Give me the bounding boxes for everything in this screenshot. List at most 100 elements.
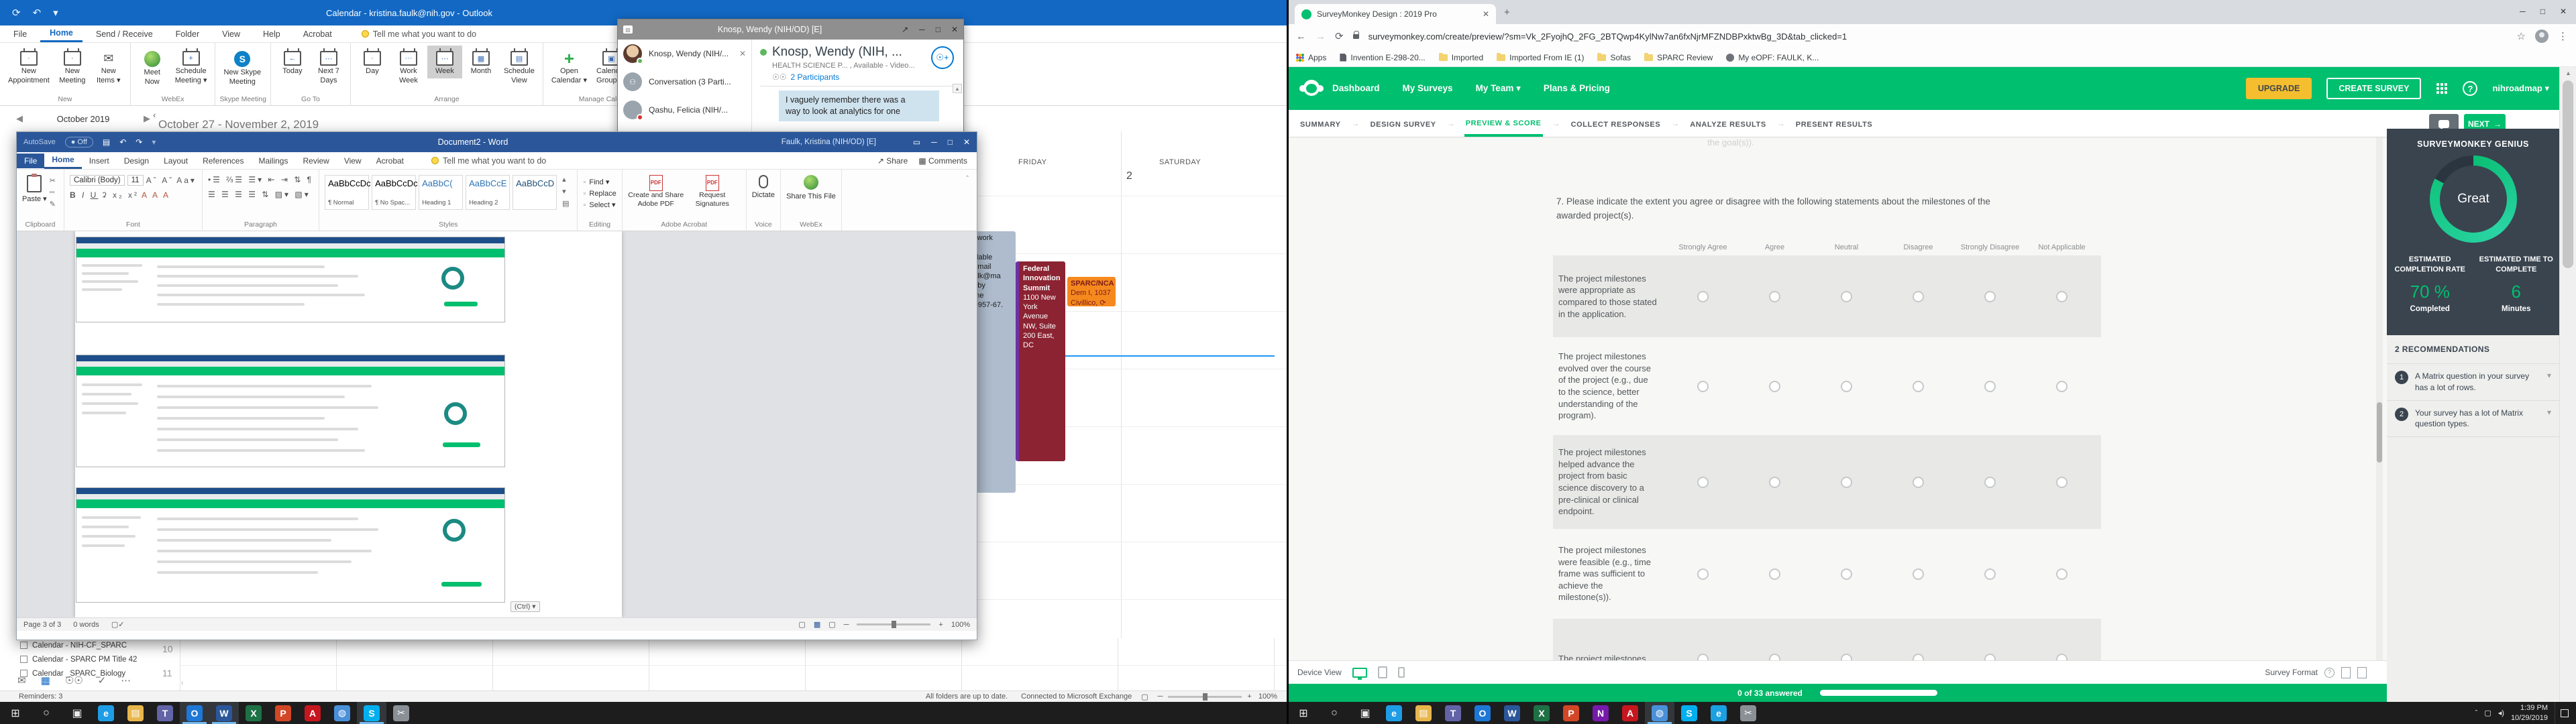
step-present-results[interactable]: PRESENT RESULTS <box>1795 120 1873 129</box>
request-signatures-button[interactable]: PDF Request Signatures <box>684 172 741 219</box>
tasks-icon[interactable]: ✓ <box>97 675 107 686</box>
page-indicator[interactable]: Page 3 of 3 <box>23 620 62 629</box>
task-view-icon[interactable]: ▣ <box>72 707 83 719</box>
start-button[interactable]: ⊞ <box>11 707 20 719</box>
conversation-item-knosp-wendy-nih[interactable]: Knosp, Wendy (NIH/... ✕ <box>618 40 751 68</box>
radio-row5-strongly-disagree[interactable] <box>1984 653 1996 660</box>
tablet-view-icon[interactable] <box>1377 666 1387 678</box>
radio-row4-not-applicable[interactable] <box>2056 568 2068 580</box>
checkbox[interactable] <box>20 656 28 663</box>
bookmark-my-eopf-faulk-k[interactable]: My eOPF: FAULK, K... <box>1726 53 1819 62</box>
zoom-in-icon[interactable]: + <box>938 620 943 629</box>
outlook-tab-help[interactable]: Help <box>262 29 280 39</box>
radio-row2-not-applicable[interactable] <box>2056 380 2068 392</box>
close-icon[interactable]: ✕ <box>963 137 970 147</box>
sm-nav-my-team[interactable]: My Team ▾ <box>1475 83 1521 93</box>
list-indent-icons[interactable]: •☰ ⅔☰ ☰▾ ⇤ ⇥ ⇅ ¶ <box>207 175 314 184</box>
checkbox[interactable] <box>20 642 28 649</box>
style-extra[interactable]: AaBbCcD <box>513 175 557 210</box>
radio-row4-neutral[interactable] <box>1841 568 1852 580</box>
add-participants-icon[interactable]: ☉+ <box>931 46 954 69</box>
outlook-tab-folder[interactable]: Folder <box>175 29 200 39</box>
step-summary[interactable]: SUMMARY <box>1300 120 1341 129</box>
radio-row5-not-applicable[interactable] <box>2056 653 2068 660</box>
bookmark-sofas[interactable]: Sofas <box>1597 52 1631 62</box>
save-icon[interactable]: ▤ <box>102 137 111 147</box>
ribbon-button-schedule-view[interactable]: ▤ Schedule View <box>500 46 539 88</box>
print-layout-icon[interactable]: ▩ <box>813 621 821 629</box>
taskbar-icon-powerpoint[interactable]: P <box>1556 702 1586 724</box>
create-and-share-adobe-pdf-button[interactable]: PDF Create and Share Adobe PDF <box>628 172 684 219</box>
minimize-icon[interactable]: ─ <box>931 137 937 147</box>
skype-titlebar[interactable]: ▨ Knosp, Wendy (NIH/OD) [E] ↗ ─ □ ✕ <box>618 19 963 40</box>
outlook-tab-view[interactable]: View <box>222 29 240 39</box>
qat-more-icon[interactable]: ▾ <box>152 137 156 147</box>
bookmark-star-icon[interactable]: ☆ <box>2516 31 2526 42</box>
undo-icon[interactable]: ↶ <box>119 137 127 147</box>
ribbon-button-today[interactable]: ← Today <box>275 46 310 78</box>
start-button[interactable]: ⊞ <box>1299 707 1308 719</box>
word-tab-layout[interactable]: Layout <box>164 156 189 166</box>
step-collect-responses[interactable]: COLLECT RESPONSES <box>1570 120 1661 129</box>
outlook-tab-send-receive[interactable]: Send / Receive <box>95 29 153 39</box>
reload-icon[interactable]: ⟳ <box>1335 31 1344 42</box>
close-icon[interactable]: ✕ <box>951 25 958 34</box>
share-button[interactable]: ↗ Share <box>877 156 908 166</box>
search-icon[interactable]: ○ <box>1331 707 1338 719</box>
forward-icon[interactable]: → <box>1316 30 1326 42</box>
word-tab-insert[interactable]: Insert <box>89 156 109 166</box>
taskbar-icon-file-explorer[interactable]: ▤ <box>1409 702 1438 724</box>
chrome-tab[interactable]: SurveyMonkey Design : 2019 Pro ✕ <box>1295 4 1496 24</box>
radio-row5-disagree[interactable] <box>1913 653 1924 660</box>
folder-pane-collapse-icon[interactable]: ‹ <box>153 110 156 120</box>
outlook-tellme[interactable]: Tell me what you want to do <box>361 29 476 39</box>
taskbar-icon-word[interactable]: W <box>209 702 239 724</box>
zoom-out-icon[interactable]: ─ <box>843 620 849 629</box>
network-icon[interactable]: ▢ <box>2484 709 2491 717</box>
text-effects-icons[interactable]: A A A <box>141 190 170 200</box>
style-normal[interactable]: AaBbCcDc ¶ Normal <box>325 175 371 210</box>
editing-select[interactable]: ▫ Select ▾ <box>583 200 616 210</box>
undo-icon[interactable]: ↶ <box>32 7 42 19</box>
maximize-icon[interactable]: □ <box>935 25 941 34</box>
taskbar-icon-snipping-tool[interactable]: ✂ <box>386 702 416 724</box>
radio-row3-agree[interactable] <box>1769 476 1780 488</box>
share-this-file-button[interactable]: Share This File <box>786 172 836 219</box>
bookmark-imported-from-ie-1[interactable]: Imported From IE (1) <box>1497 52 1584 62</box>
page-scrollbar[interactable]: ▲ <box>2559 67 2576 702</box>
radio-row1-neutral[interactable] <box>1841 290 1852 302</box>
ribbon-button-new-appointment[interactable]: · New Appointment <box>4 46 54 88</box>
radio-row1-strongly-disagree[interactable] <box>1984 290 1996 302</box>
people-icon[interactable]: ☉☉ <box>64 675 83 686</box>
conversation-item-qashu-felicia-nih[interactable]: Qashu, Felicia (NIH/... <box>618 96 751 124</box>
taskbar-icon-chrome[interactable]: ◍ <box>1645 702 1674 724</box>
outlook-tab-home[interactable]: Home <box>40 25 83 42</box>
chat-scroll-up-icon[interactable]: ▲ <box>953 84 962 93</box>
taskbar-icon-teams[interactable]: T <box>150 702 180 724</box>
chevron-down-icon[interactable]: ▾ <box>2546 407 2551 417</box>
sm-nav-plans-pricing[interactable]: Plans & Pricing <box>1543 83 1610 93</box>
maximize-icon[interactable]: □ <box>2540 7 2545 16</box>
taskbar-icon-internet-explorer[interactable]: e <box>1704 702 1733 724</box>
grow-shrink-font-icons[interactable]: Aˆ Aˇ <box>146 176 174 185</box>
minimize-icon[interactable]: ─ <box>2520 7 2526 16</box>
radio-row2-strongly-disagree[interactable] <box>1984 380 1996 392</box>
clipboard-small-buttons[interactable]: ✂ ▫▫ ✎ <box>47 172 58 219</box>
zoom-slider[interactable] <box>1168 692 1242 701</box>
sync-icon[interactable]: ⟳ <box>12 7 21 19</box>
checkbox[interactable] <box>20 670 28 677</box>
ribbon-button-month[interactable]: ▦ Month <box>464 46 498 78</box>
profile-avatar[interactable] <box>2535 29 2548 43</box>
ribbon-button-open-calendar[interactable]: + Open Calendar ▾ <box>551 48 588 84</box>
popout-icon[interactable]: ↗ <box>902 25 909 34</box>
word-tab-mailings[interactable]: Mailings <box>258 156 288 166</box>
word-document-area[interactable]: (Ctrl) ▾ <box>17 231 977 617</box>
radio-row1-not-applicable[interactable] <box>2056 290 2068 302</box>
zoom-in-icon[interactable]: + <box>1247 692 1252 701</box>
autosave-toggle[interactable]: ● Off <box>64 137 93 147</box>
calendar-list-item-calendar-sparc-pm-title-42[interactable]: Calendar - SPARC PM Title 42 <box>20 652 154 666</box>
back-icon[interactable]: ← <box>1296 30 1306 42</box>
taskbar-icon-acrobat[interactable]: A <box>1615 702 1645 724</box>
calendar-list-item-calendar-nih-cf-sparc[interactable]: Calendar - NIH-CF_SPARC <box>20 638 154 652</box>
ribbon-button-new-skype-meeting[interactable]: S New Skype Meeting <box>219 46 265 89</box>
